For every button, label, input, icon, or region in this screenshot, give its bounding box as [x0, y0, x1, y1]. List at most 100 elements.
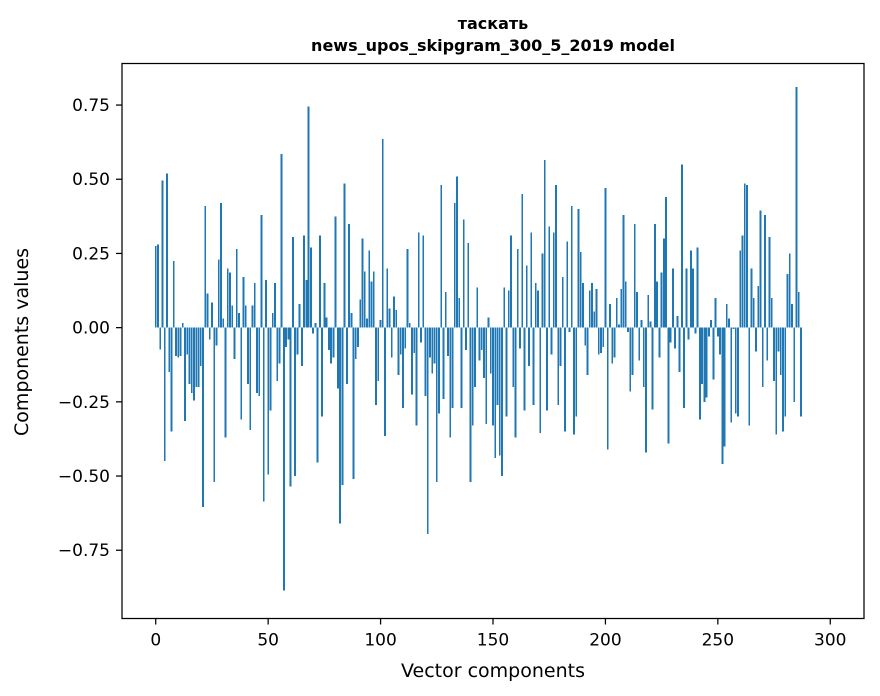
bar-233	[678, 327, 681, 373]
y-tick-label: 0.75	[72, 96, 110, 116]
bar-183	[566, 241, 569, 328]
bar-142	[474, 327, 476, 387]
bar-156	[505, 327, 508, 417]
bar-97	[372, 271, 375, 328]
bar-71	[314, 323, 317, 328]
bar-165	[525, 265, 528, 328]
bar-34	[231, 305, 234, 328]
bar-40	[244, 305, 247, 328]
bar-251	[719, 327, 721, 355]
bar-114	[411, 327, 413, 395]
x-tick-label: 50	[257, 631, 279, 651]
bar-118	[420, 327, 422, 343]
bar-43	[251, 305, 254, 328]
bar-0	[154, 246, 157, 328]
bar-150	[492, 327, 494, 426]
bar-44	[253, 283, 256, 328]
bar-270	[761, 327, 764, 387]
bar-105	[390, 327, 393, 358]
bar-28	[217, 259, 220, 328]
bar-73	[318, 235, 321, 328]
bar-205	[615, 297, 618, 328]
bar-36	[235, 248, 238, 328]
bar-19	[197, 327, 200, 387]
bar-45	[256, 327, 258, 393]
bar-82	[339, 327, 341, 524]
bar-7	[170, 327, 173, 432]
bar-213	[633, 223, 636, 328]
bar-60	[289, 327, 292, 487]
bar-203	[611, 327, 614, 364]
bar-204	[613, 327, 616, 358]
bar-111	[404, 327, 407, 349]
bar-17	[193, 327, 195, 401]
bar-220	[649, 321, 652, 328]
bar-222	[653, 223, 656, 328]
bar-269	[759, 210, 762, 328]
bar-169	[534, 283, 537, 328]
bar-210	[627, 327, 629, 333]
bar-211	[629, 327, 632, 392]
bar-117	[417, 232, 420, 328]
bar-287	[800, 327, 802, 417]
bar-162	[519, 327, 521, 349]
bar-274	[770, 297, 773, 328]
bar-284	[793, 327, 796, 402]
bar-12	[181, 323, 184, 328]
bar-217	[642, 327, 645, 387]
x-tick-label: 150	[477, 631, 509, 651]
bar-99	[377, 327, 380, 382]
bar-136	[460, 327, 463, 408]
bar-247	[710, 320, 712, 328]
bar-225	[660, 272, 663, 328]
bar-176	[550, 327, 553, 355]
bar-49	[265, 280, 267, 328]
bar-131	[449, 327, 452, 438]
y-axis-label: Components values	[11, 248, 33, 436]
bar-115	[413, 327, 416, 353]
bar-190	[582, 283, 584, 328]
bar-145	[480, 327, 483, 350]
bar-180	[559, 327, 562, 367]
bar-148	[487, 317, 490, 328]
bar-191	[584, 327, 587, 346]
bar-250	[716, 327, 719, 337]
bar-206	[618, 324, 620, 328]
bar-15	[188, 327, 191, 385]
bar-29	[220, 202, 222, 328]
bar-179	[557, 327, 560, 405]
bar-259	[737, 327, 739, 417]
chart-title: таскать	[458, 14, 529, 33]
bar-59	[287, 327, 290, 340]
bar-103	[386, 268, 389, 328]
bar-66	[303, 235, 306, 328]
bar-42	[249, 327, 252, 431]
bar-107	[395, 309, 398, 328]
bar-109	[399, 327, 402, 355]
bar-70	[312, 327, 315, 334]
plot-frame	[121, 62, 865, 620]
bar-194	[591, 283, 593, 328]
y-tick-label: −0.75	[58, 541, 110, 561]
bar-90	[357, 327, 359, 347]
bar-168	[532, 327, 535, 405]
bar-261	[741, 235, 744, 328]
bar-123	[431, 327, 434, 374]
bar-215	[638, 327, 641, 361]
bar-122	[429, 327, 431, 358]
bar-243	[701, 327, 704, 385]
bar-201	[606, 327, 609, 450]
bar-20	[199, 327, 202, 367]
bar-202	[609, 303, 611, 328]
bar-100	[379, 320, 382, 328]
bar-135	[458, 297, 461, 328]
bar-102	[384, 327, 386, 436]
bar-137	[462, 219, 465, 328]
bar-75	[323, 283, 326, 328]
bar-77	[327, 327, 330, 350]
bar-6	[168, 327, 171, 373]
bar-47	[260, 214, 263, 328]
bar-161	[516, 248, 519, 328]
bar-246	[707, 327, 710, 337]
bar-86	[348, 223, 350, 328]
